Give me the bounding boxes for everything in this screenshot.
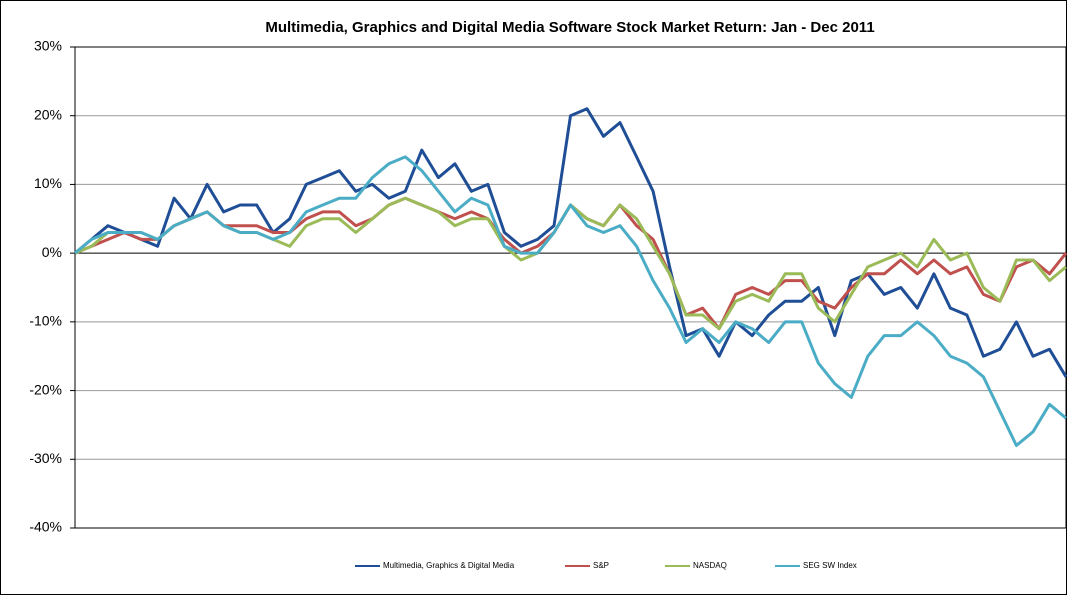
y-tick-label: -20% xyxy=(29,381,62,397)
y-tick-label: 30% xyxy=(34,38,62,54)
y-tick-label: 10% xyxy=(34,175,62,191)
y-tick-label: 0% xyxy=(42,244,62,260)
y-tick-label: -10% xyxy=(29,313,62,329)
y-tick-label: -40% xyxy=(29,519,62,535)
plot-border xyxy=(74,46,1067,529)
series-line xyxy=(74,155,1067,447)
series-line xyxy=(74,107,1067,378)
legend-label: NASDAQ xyxy=(693,561,727,570)
legend-label: Multimedia, Graphics & Digital Media xyxy=(383,561,515,570)
y-tick-label: -30% xyxy=(29,450,62,466)
chart-title: Multimedia, Graphics and Digital Media S… xyxy=(265,19,874,36)
legend-label: SEG SW Index xyxy=(803,561,857,570)
legend-label: S&P xyxy=(593,561,609,570)
y-tick-label: 20% xyxy=(34,106,62,122)
